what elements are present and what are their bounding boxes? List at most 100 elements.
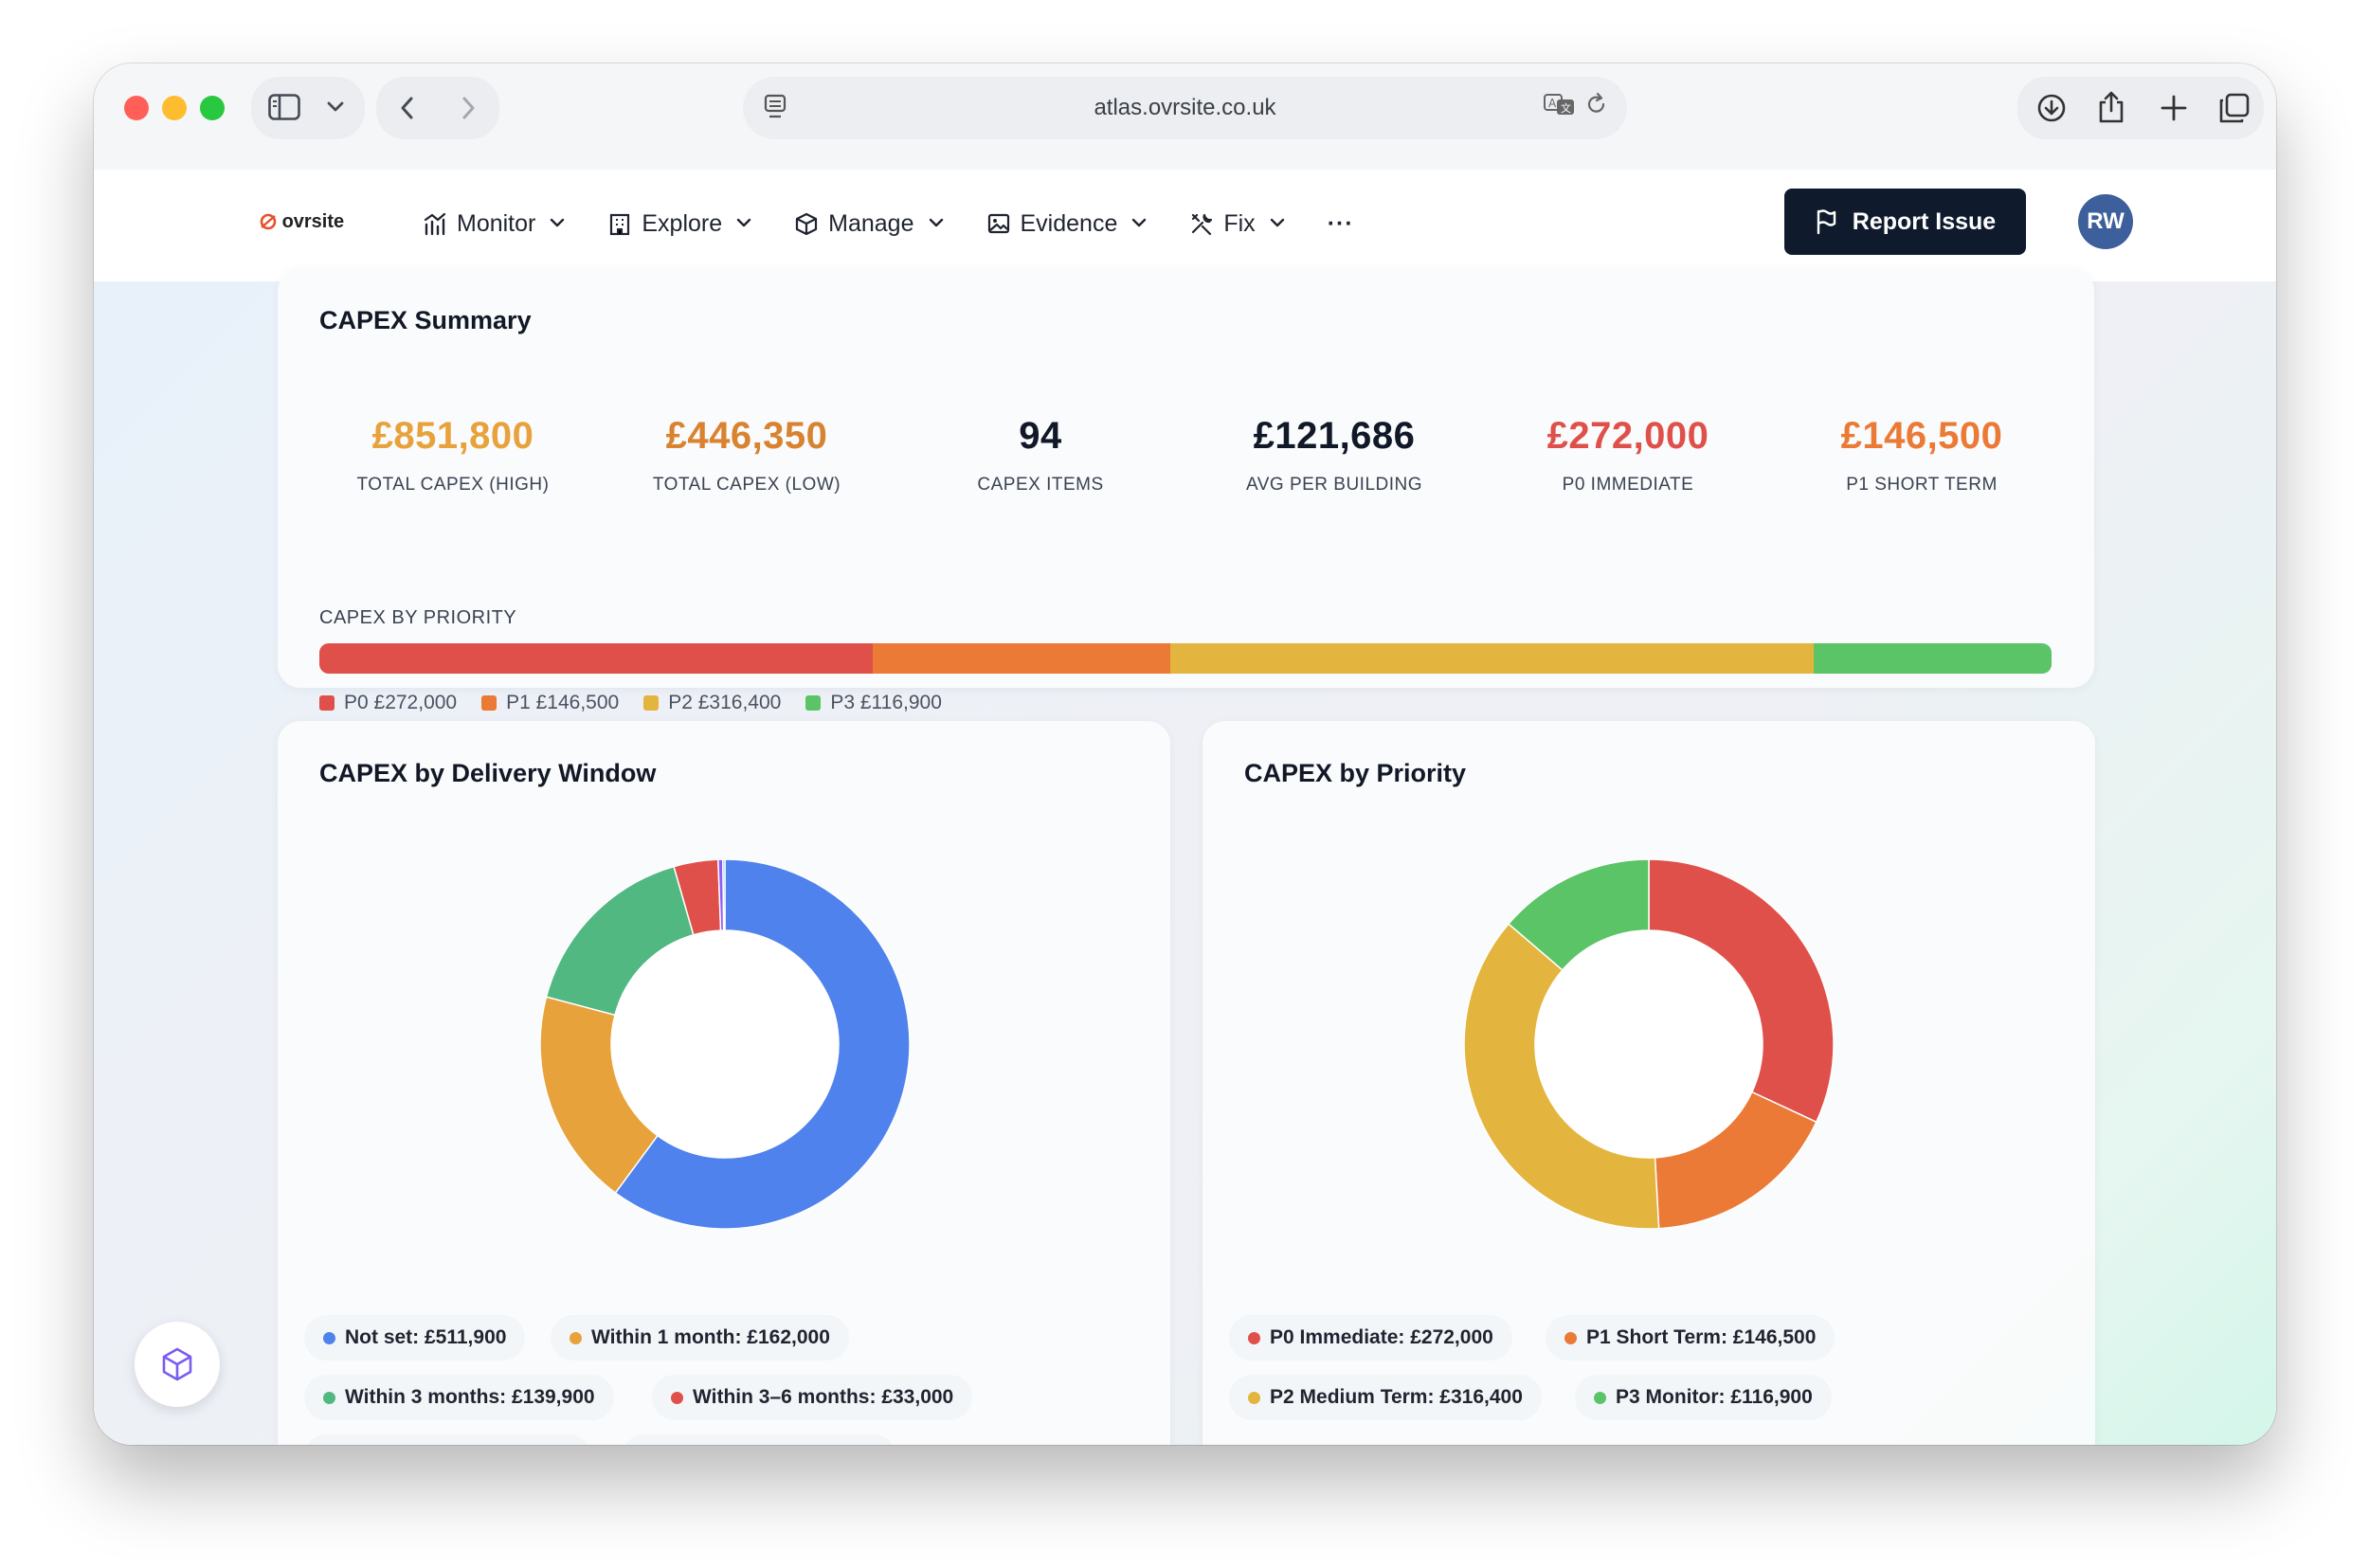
minimize-window-button[interactable] <box>162 96 187 120</box>
legend-swatch <box>643 695 660 711</box>
sidebar-icon[interactable] <box>268 94 300 120</box>
legend-label: P0 £272,000 <box>344 692 458 713</box>
image-icon <box>986 211 1011 236</box>
chevron-down-icon <box>549 210 566 238</box>
nav-more-button[interactable]: ··· <box>1307 200 1375 247</box>
chevron-down-icon <box>1130 210 1148 238</box>
legend-dot <box>1564 1331 1577 1344</box>
stat-value: £851,800 <box>371 415 534 457</box>
flag-icon <box>1817 209 1836 235</box>
sidebar-toggle-group <box>251 77 365 139</box>
priority-title: CAPEX by Priority <box>1244 759 1467 787</box>
legend-label: P2 £316,400 <box>668 692 782 713</box>
nav-evidence-label: Evidence <box>1020 209 1118 237</box>
delivery-window-card: CAPEX by Delivery Window Not set: £511,9… <box>278 721 1170 1445</box>
cube-widget-button[interactable] <box>135 1322 220 1407</box>
priority-bar-segment <box>872 643 1171 674</box>
priority-legend-item: P0 £272,000 <box>319 692 457 714</box>
delivery-legend-item[interactable]: Within 6 months: £3,500 <box>304 1434 592 1445</box>
legend-label: P2 Medium Term: £316,400 <box>1270 1386 1523 1408</box>
ovrsite-logo[interactable]: ovrsite <box>260 211 344 233</box>
legend-swatch <box>805 695 822 711</box>
legend-swatch <box>319 695 335 711</box>
chevron-down-icon <box>928 210 945 238</box>
legend-label: P3 Monitor: £116,900 <box>1616 1386 1813 1408</box>
zoom-window-button[interactable] <box>200 96 225 120</box>
legend-label: P1 Short Term: £146,500 <box>1586 1326 1817 1348</box>
legend-swatch <box>481 695 497 711</box>
new-tab-icon[interactable] <box>2160 94 2188 127</box>
legend-dot <box>671 1391 683 1404</box>
priority-hole <box>1535 930 1763 1158</box>
delivery-legend-item[interactable]: Within 3 months: £139,900 <box>304 1375 614 1420</box>
tools-icon <box>1189 211 1214 236</box>
legend-label: P0 Immediate: £272,000 <box>1270 1326 1493 1348</box>
chevron-down-icon[interactable] <box>325 96 346 117</box>
download-icon[interactable] <box>2036 93 2067 128</box>
nav-monitor-label: Monitor <box>457 209 536 237</box>
legend-label: Not set: £511,900 <box>345 1326 507 1348</box>
stat-total-high: £851,800 TOTAL CAPEX (HIGH) <box>311 415 595 496</box>
priority-legend-item[interactable]: P1 Short Term: £146,500 <box>1546 1315 1836 1361</box>
nav-fix-label: Fix <box>1223 209 1256 237</box>
close-window-button[interactable] <box>124 96 149 120</box>
legend-label: Within 3–6 months: £33,000 <box>693 1386 954 1408</box>
reload-icon[interactable] <box>1585 92 1608 123</box>
stat-label: AVG PER BUILDING <box>1245 475 1423 495</box>
priority-card: CAPEX by Priority P0 Immediate: £272,000… <box>1203 721 2095 1445</box>
priority-legend-item: P1 £146,500 <box>481 692 619 714</box>
stat-capex-items: 94 CAPEX ITEMS <box>898 415 1183 496</box>
delivery-hole <box>611 930 839 1158</box>
tab-overview-icon[interactable] <box>2218 92 2251 129</box>
toolbar-actions-group <box>2017 77 2264 139</box>
chevron-down-icon <box>735 210 752 238</box>
monitor-chart-icon <box>423 211 447 236</box>
priority-legend-item[interactable]: P0 Immediate: £272,000 <box>1229 1315 1512 1361</box>
stat-label: P0 IMMEDIATE <box>1562 475 1694 495</box>
capex-summary-card: CAPEX Summary £851,800 TOTAL CAPEX (HIGH… <box>278 268 2094 713</box>
building-icon <box>607 211 632 236</box>
legend-label: P3 £116,900 <box>830 692 942 713</box>
cube-icon <box>162 1347 192 1381</box>
legend-label: P1 £146,500 <box>506 692 620 713</box>
report-issue-button[interactable]: Report Issue <box>1784 189 2026 255</box>
share-icon[interactable] <box>2097 90 2125 129</box>
priority-bar-segment <box>1170 643 1815 674</box>
priority-legend-item: P3 £116,900 <box>805 692 942 714</box>
stat-label: TOTAL CAPEX (HIGH) <box>356 475 550 495</box>
capex-summary-title: CAPEX Summary <box>319 306 532 334</box>
delivery-legend-item[interactable]: Within 3–6 months: £33,000 <box>652 1375 973 1420</box>
stat-avg-per-building: £121,686 AVG PER BUILDING <box>1192 415 1476 496</box>
chevron-down-icon <box>1269 210 1286 238</box>
delivery-legend-item[interactable]: Within 2 weeks: £1,500 <box>622 1434 897 1445</box>
report-issue-label: Report Issue <box>1852 207 1997 235</box>
stat-p1-short-term: £146,500 P1 SHORT TERM <box>1780 415 2064 496</box>
priority-legend-item[interactable]: P3 Monitor: £116,900 <box>1575 1375 1832 1420</box>
nav-fix[interactable]: Fix <box>1168 200 1306 247</box>
back-arrow-icon[interactable] <box>397 96 418 125</box>
priority-legend-item[interactable]: P2 Medium Term: £316,400 <box>1229 1375 1542 1420</box>
priority-stacked-bar <box>319 643 2052 674</box>
nav-monitor[interactable]: Monitor <box>402 200 587 247</box>
nav-explore[interactable]: Explore <box>587 200 773 247</box>
svg-text:文: 文 <box>1561 101 1571 115</box>
nav-manage[interactable]: Manage <box>773 200 965 247</box>
delivery-legend-item[interactable]: Within 1 month: £162,000 <box>551 1315 849 1361</box>
priority-bar-segment <box>319 643 873 674</box>
stat-value: £446,350 <box>665 415 828 457</box>
capex-by-priority-label: CAPEX BY PRIORITY <box>319 607 517 628</box>
delivery-legend-item[interactable]: Not set: £511,900 <box>304 1315 526 1361</box>
page-settings-icon[interactable] <box>764 94 787 125</box>
user-avatar[interactable]: RW <box>2078 194 2133 249</box>
nav-manage-label: Manage <box>828 209 914 237</box>
priority-bar-legend: P0 £272,000 P1 £146,500 P2 £316,400 P3 £116… <box>319 692 942 714</box>
svg-text:A: A <box>1548 97 1557 110</box>
delivery-slice[interactable] <box>722 859 726 931</box>
legend-dot <box>1248 1391 1260 1404</box>
legend-label: Within 3 months: £139,900 <box>345 1386 595 1408</box>
app-header: ovrsite Monitor Explore M <box>94 170 2276 281</box>
nav-evidence[interactable]: Evidence <box>966 200 1169 247</box>
forward-arrow-icon[interactable] <box>458 96 479 125</box>
